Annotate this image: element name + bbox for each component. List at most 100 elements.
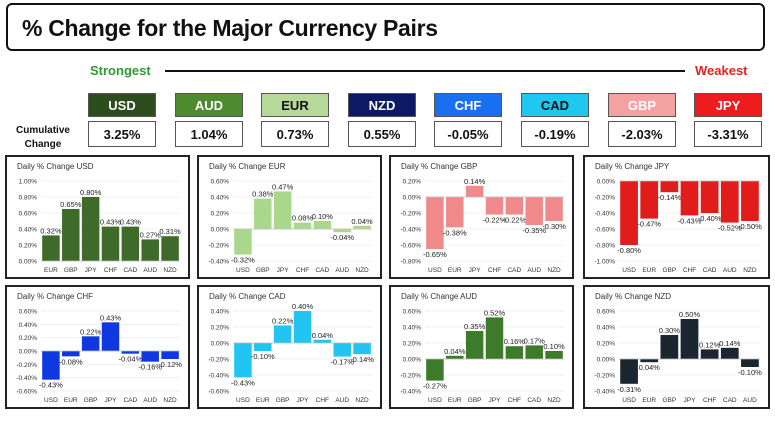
x-tick-label: NZD bbox=[547, 397, 561, 404]
y-tick-label: -0.20% bbox=[208, 243, 229, 250]
x-tick-label: AUD bbox=[743, 397, 757, 404]
chart-title: Daily % Change CAD bbox=[209, 292, 286, 301]
x-tick-label: JPY bbox=[105, 397, 118, 404]
chart-title: Daily % Change USD bbox=[17, 162, 94, 171]
chart-title: Daily % Change AUD bbox=[401, 292, 478, 301]
x-tick-label: USD bbox=[44, 397, 58, 404]
bar-cad bbox=[700, 181, 719, 213]
data-label: 0.17% bbox=[524, 336, 546, 345]
bar-chf bbox=[313, 339, 332, 343]
data-label: 0.22% bbox=[272, 316, 294, 325]
bar-chart: 0.00% 0.20% 0.40% 0.60% 0.80% 1.00% 0.32% EUR 0.… bbox=[19, 179, 181, 275]
bar-nzd bbox=[161, 236, 179, 261]
chart-panel-1: Daily % Change USD 0.00% 0.20% 0.40% 0.60% 0.… bbox=[5, 155, 190, 279]
data-label: -0.04% bbox=[330, 233, 354, 242]
bar-chf bbox=[505, 346, 524, 359]
chart-panel-7: Daily % Change AUD -0.40% -0.20% 0.00% 0.20%… bbox=[389, 285, 574, 409]
data-label: -0.43% bbox=[39, 381, 63, 390]
bar-usd bbox=[234, 229, 252, 255]
data-label: -0.14% bbox=[657, 193, 681, 202]
x-tick-label: NZD bbox=[355, 267, 369, 274]
cumulative-value-usd: 3.25% bbox=[88, 121, 156, 147]
bar-cad bbox=[121, 226, 140, 261]
data-label: -0.08% bbox=[59, 357, 83, 366]
x-tick-label: CAD bbox=[507, 267, 521, 274]
bar-eur bbox=[254, 343, 272, 351]
x-tick-label: CAD bbox=[527, 397, 541, 404]
bar-usd bbox=[234, 343, 252, 378]
y-tick-label: 1.00% bbox=[19, 179, 38, 186]
data-label: -0.14% bbox=[350, 355, 374, 364]
data-label: 0.14% bbox=[719, 339, 741, 348]
x-tick-label: USD bbox=[236, 267, 250, 274]
currency-box-gbp: GBP bbox=[608, 93, 676, 117]
bar-aud bbox=[141, 239, 159, 261]
currency-box-chf: CHF bbox=[434, 93, 502, 117]
y-tick-label: -0.60% bbox=[208, 389, 229, 396]
data-label: -0.43% bbox=[231, 378, 255, 387]
bar-gbp bbox=[660, 335, 679, 359]
bar-aud bbox=[333, 229, 351, 233]
x-tick-label: EUR bbox=[448, 267, 462, 274]
bar-aud bbox=[720, 181, 739, 223]
y-tick-label: 0.80% bbox=[19, 195, 38, 202]
bar-chart: -0.60% -0.40% -0.20% 0.00% 0.20% 0.40% -0.43% U… bbox=[208, 302, 374, 404]
bar-jpy bbox=[293, 311, 312, 343]
data-label: 0.12% bbox=[699, 340, 721, 349]
x-tick-label: EUR bbox=[64, 397, 78, 404]
y-tick-label: 0.00% bbox=[211, 341, 230, 348]
bar-chart: -0.80% -0.60% -0.40% -0.20% 0.00% 0.20% -0.65%… bbox=[400, 177, 566, 274]
bar-jpy bbox=[101, 322, 120, 351]
x-tick-label: JPY bbox=[489, 397, 502, 404]
x-tick-label: JPY bbox=[277, 267, 290, 274]
cumulative-value-nzd: 0.55% bbox=[348, 121, 416, 147]
weakest-label: Weakest bbox=[695, 63, 748, 78]
y-tick-label: -0.20% bbox=[594, 373, 615, 380]
currency-box-jpy: JPY bbox=[694, 93, 762, 117]
y-tick-label: -0.20% bbox=[400, 211, 421, 218]
x-tick-label: CHF bbox=[316, 397, 329, 404]
data-label: -0.31% bbox=[617, 385, 641, 394]
y-tick-label: 0.60% bbox=[403, 309, 422, 316]
x-tick-label: CAD bbox=[123, 397, 137, 404]
y-tick-label: 0.40% bbox=[19, 227, 38, 234]
bar-gbp bbox=[81, 336, 100, 351]
chart-title: Daily % Change JPY bbox=[595, 162, 670, 171]
bar-cad bbox=[121, 351, 140, 354]
bar-chf bbox=[680, 181, 699, 216]
data-label: 0.40% bbox=[292, 302, 314, 311]
y-tick-label: -0.60% bbox=[400, 243, 421, 250]
currency-box-usd: USD bbox=[88, 93, 156, 117]
y-tick-label: 0.20% bbox=[597, 341, 616, 348]
currency-box-eur: EUR bbox=[261, 93, 329, 117]
data-label: -0.30% bbox=[542, 222, 566, 231]
data-label: -0.22% bbox=[483, 216, 507, 225]
y-tick-label: -0.60% bbox=[594, 227, 615, 234]
bar-chart: -0.40% -0.20% 0.00% 0.20% 0.40% 0.60% -0.32% US… bbox=[208, 179, 373, 275]
y-tick-label: 0.00% bbox=[19, 259, 38, 266]
bar-jpy bbox=[465, 185, 484, 197]
data-label: 0.30% bbox=[659, 326, 681, 335]
y-tick-label: -0.40% bbox=[594, 389, 615, 396]
y-tick-label: -0.80% bbox=[400, 259, 421, 266]
x-tick-label: GBP bbox=[662, 397, 676, 404]
bar-cad bbox=[505, 197, 524, 215]
x-tick-label: NZD bbox=[743, 267, 757, 274]
page-title: % Change for the Major Currency Pairs bbox=[22, 15, 438, 41]
data-label: -0.43% bbox=[678, 216, 702, 225]
y-tick-label: 0.00% bbox=[597, 179, 616, 186]
y-tick-label: 0.20% bbox=[19, 243, 38, 250]
chart-panel-5: Daily % Change CHF -0.60% -0.40% -0.20% 0.00… bbox=[5, 285, 190, 409]
x-tick-label: GBP bbox=[256, 267, 270, 274]
data-label: -0.50% bbox=[738, 222, 762, 231]
x-tick-label: USD bbox=[236, 397, 250, 404]
data-label: -0.10% bbox=[738, 368, 762, 377]
y-tick-label: -0.20% bbox=[400, 373, 421, 380]
y-tick-label: -0.80% bbox=[594, 243, 615, 250]
data-label: 0.43% bbox=[100, 218, 122, 227]
x-tick-label: NZD bbox=[355, 397, 369, 404]
bar-usd bbox=[620, 181, 638, 245]
data-label: 0.32% bbox=[40, 226, 62, 235]
y-tick-label: 0.20% bbox=[211, 211, 230, 218]
x-tick-label: JPY bbox=[297, 397, 310, 404]
